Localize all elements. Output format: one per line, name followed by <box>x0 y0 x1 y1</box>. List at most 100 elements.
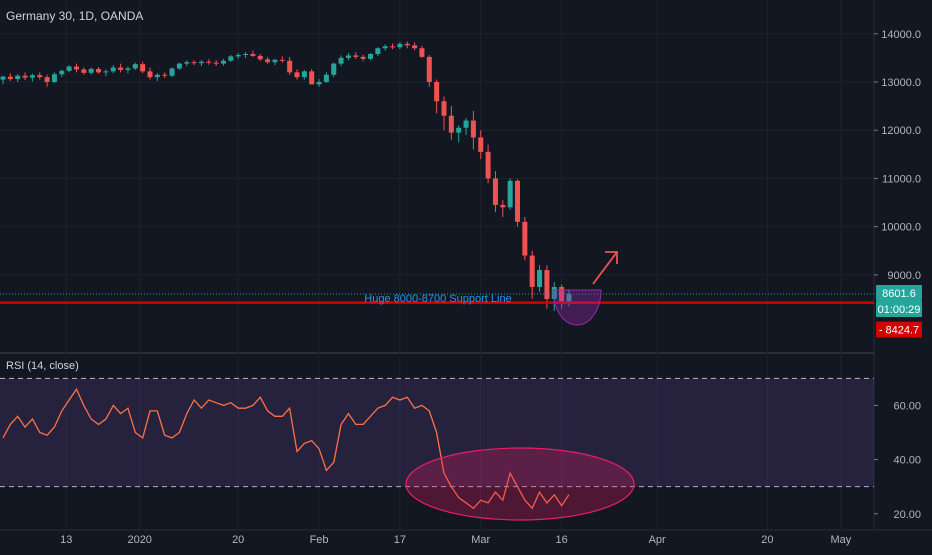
candle[interactable] <box>44 74 50 87</box>
candle[interactable] <box>59 69 65 78</box>
candle[interactable] <box>176 62 182 70</box>
rsi-pane[interactable] <box>0 377 874 521</box>
candle[interactable] <box>118 63 124 73</box>
candle[interactable] <box>243 52 249 58</box>
candle[interactable] <box>294 69 300 80</box>
candle[interactable] <box>492 171 498 213</box>
rsi-line[interactable] <box>2 387 570 510</box>
y-tick-label: 10000.0 <box>881 222 921 234</box>
candle-body <box>162 74 168 76</box>
grid-lines <box>0 0 874 530</box>
candle[interactable] <box>434 79 440 114</box>
candle[interactable] <box>257 54 263 61</box>
x-tick-label: May <box>831 534 852 546</box>
y-tick-label: 13000.0 <box>881 77 921 89</box>
candle[interactable] <box>279 56 285 63</box>
y-tick-label: 12000.0 <box>881 125 921 137</box>
candle[interactable] <box>81 67 87 75</box>
candle-body <box>243 54 249 56</box>
candle[interactable] <box>132 62 138 70</box>
candle[interactable] <box>463 118 469 136</box>
candle[interactable] <box>287 56 293 75</box>
candle-body <box>228 56 234 61</box>
candlestick-series[interactable] <box>0 41 572 312</box>
candle[interactable] <box>103 69 109 77</box>
candle[interactable] <box>0 75 6 85</box>
candle[interactable] <box>345 53 351 61</box>
candle[interactable] <box>323 72 329 83</box>
candle[interactable] <box>448 106 454 140</box>
candle-body <box>154 74 160 78</box>
candle[interactable] <box>397 41 403 50</box>
candle[interactable] <box>470 110 476 150</box>
x-tick-label: Apr <box>649 534 666 546</box>
candle[interactable] <box>368 53 373 61</box>
candle[interactable] <box>404 41 410 49</box>
candle[interactable] <box>140 61 146 74</box>
candle[interactable] <box>29 73 35 82</box>
candle[interactable] <box>382 44 388 51</box>
candle[interactable] <box>529 250 535 299</box>
candle[interactable] <box>265 56 271 64</box>
candle[interactable] <box>507 178 513 210</box>
candle[interactable] <box>478 130 484 160</box>
candle[interactable] <box>22 72 28 81</box>
candle[interactable] <box>309 68 315 85</box>
candle[interactable] <box>360 54 366 62</box>
candle[interactable] <box>125 66 131 74</box>
candle[interactable] <box>191 60 197 66</box>
candle[interactable] <box>206 59 212 65</box>
candle[interactable] <box>419 45 425 58</box>
candle-body <box>169 68 175 76</box>
candle[interactable] <box>169 67 175 78</box>
candle[interactable] <box>235 53 241 59</box>
candle[interactable] <box>338 55 344 67</box>
candle[interactable] <box>15 74 21 82</box>
candle[interactable] <box>485 144 491 184</box>
candle[interactable] <box>162 72 168 79</box>
candle[interactable] <box>441 96 447 131</box>
candle[interactable] <box>272 58 278 66</box>
arrow-shaft <box>592 251 618 285</box>
candle[interactable] <box>154 73 160 82</box>
candle-body <box>213 62 219 64</box>
candle[interactable] <box>7 73 13 82</box>
candle[interactable] <box>551 282 557 312</box>
candle-body <box>448 115 454 133</box>
candle[interactable] <box>500 200 506 217</box>
annotations-layer[interactable] <box>0 251 874 326</box>
candle[interactable] <box>110 65 116 74</box>
candle[interactable] <box>88 67 94 75</box>
candle[interactable] <box>515 179 520 227</box>
candle[interactable] <box>213 60 219 67</box>
candle[interactable] <box>353 52 359 59</box>
candle[interactable] <box>537 265 543 292</box>
candle[interactable] <box>221 58 226 66</box>
candle[interactable] <box>37 72 43 80</box>
candle[interactable] <box>522 216 528 261</box>
up-arrow-icon[interactable] <box>592 251 618 285</box>
candle-body <box>316 81 322 85</box>
rsi-oversold-highlight[interactable] <box>405 447 635 521</box>
candle[interactable] <box>51 72 57 83</box>
candle[interactable] <box>456 125 462 143</box>
candle[interactable] <box>96 67 102 74</box>
candle[interactable] <box>331 62 337 78</box>
candle[interactable] <box>412 42 418 51</box>
candle[interactable] <box>228 54 234 62</box>
candle[interactable] <box>66 65 72 73</box>
candle[interactable] <box>184 60 190 67</box>
candle-body <box>419 48 425 57</box>
candle[interactable] <box>198 60 204 67</box>
candle[interactable] <box>147 67 153 80</box>
candle[interactable] <box>74 63 79 73</box>
candle[interactable] <box>375 47 381 56</box>
candle[interactable] <box>316 79 322 87</box>
bottom-cup-highlight[interactable] <box>552 289 602 326</box>
candle[interactable] <box>250 50 256 57</box>
candle[interactable] <box>426 54 432 87</box>
candle[interactable] <box>390 43 396 50</box>
candle[interactable] <box>301 69 307 80</box>
